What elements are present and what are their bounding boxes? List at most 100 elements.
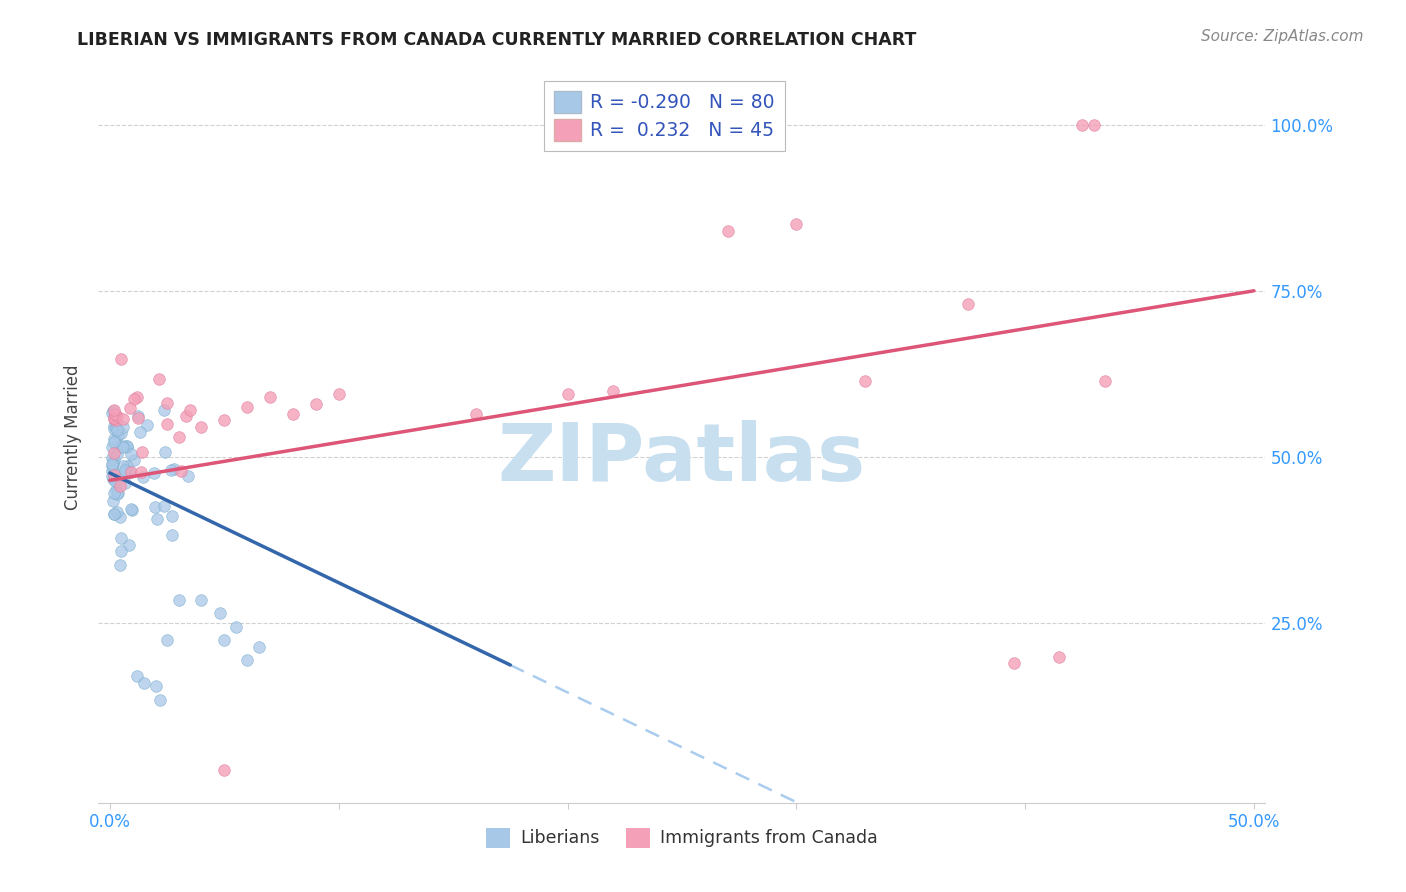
Point xyxy=(156,632,179,647)
Point xyxy=(131,470,153,484)
Point xyxy=(101,464,124,478)
Point xyxy=(104,413,127,427)
Point xyxy=(111,439,134,453)
Point xyxy=(112,440,135,454)
Point xyxy=(160,463,183,477)
Point xyxy=(105,423,128,437)
Point xyxy=(115,439,138,453)
Point xyxy=(101,469,124,483)
Point xyxy=(156,396,179,410)
Point xyxy=(103,468,125,483)
Point xyxy=(118,465,141,479)
Point xyxy=(127,669,149,683)
Point xyxy=(167,593,190,607)
Point xyxy=(115,439,138,453)
Point xyxy=(785,217,807,231)
Point xyxy=(103,419,125,434)
Point xyxy=(103,432,125,446)
Point xyxy=(115,464,138,478)
Point xyxy=(259,390,281,404)
Legend: Liberians, Immigrants from Canada: Liberians, Immigrants from Canada xyxy=(477,819,887,856)
Point xyxy=(127,411,149,425)
Point xyxy=(105,421,128,435)
Point xyxy=(129,466,152,480)
Point xyxy=(121,503,143,517)
Y-axis label: Currently Married: Currently Married xyxy=(63,364,82,510)
Point xyxy=(107,485,129,500)
Point xyxy=(101,456,124,470)
Point xyxy=(107,428,129,442)
Point xyxy=(101,451,124,466)
Point xyxy=(105,483,128,497)
Point xyxy=(101,472,124,486)
Point xyxy=(190,420,212,434)
Point xyxy=(120,465,142,479)
Point xyxy=(112,459,135,474)
Point xyxy=(112,411,135,425)
Point xyxy=(104,408,127,422)
Point xyxy=(214,763,236,777)
Point xyxy=(1083,118,1105,132)
Point xyxy=(103,485,125,500)
Point xyxy=(167,430,190,444)
Point xyxy=(208,607,231,621)
Point xyxy=(1094,374,1116,388)
Point xyxy=(177,469,200,483)
Point xyxy=(956,297,979,311)
Point xyxy=(122,453,145,467)
Point xyxy=(236,653,259,667)
Point xyxy=(120,502,142,516)
Point xyxy=(103,508,125,522)
Point xyxy=(163,461,186,475)
Point xyxy=(127,409,149,424)
Point xyxy=(103,508,125,522)
Point xyxy=(602,384,624,398)
Point xyxy=(103,404,125,418)
Point xyxy=(101,457,124,471)
Point xyxy=(110,351,132,366)
Point xyxy=(170,464,193,478)
Point xyxy=(174,409,197,424)
Text: Source: ZipAtlas.com: Source: ZipAtlas.com xyxy=(1201,29,1364,44)
Point xyxy=(103,422,125,436)
Point xyxy=(103,446,125,460)
Point xyxy=(110,440,132,454)
Point xyxy=(179,403,201,417)
Point xyxy=(103,434,125,449)
Point xyxy=(110,509,132,524)
Point xyxy=(247,640,270,654)
Point xyxy=(105,505,128,519)
Point xyxy=(124,392,146,406)
Point xyxy=(110,531,132,545)
Point xyxy=(101,458,124,473)
Point xyxy=(1002,656,1025,670)
Point xyxy=(1071,118,1094,132)
Point xyxy=(328,387,350,401)
Point xyxy=(153,499,176,513)
Point xyxy=(103,411,125,425)
Point xyxy=(156,417,179,431)
Point xyxy=(149,692,172,706)
Point xyxy=(153,403,176,417)
Point xyxy=(190,593,212,607)
Text: LIBERIAN VS IMMIGRANTS FROM CANADA CURRENTLY MARRIED CORRELATION CHART: LIBERIAN VS IMMIGRANTS FROM CANADA CURRE… xyxy=(77,31,917,49)
Point xyxy=(145,680,167,694)
Point xyxy=(127,390,149,404)
Point xyxy=(143,500,166,514)
Point xyxy=(145,511,167,525)
Point xyxy=(112,466,135,480)
Point xyxy=(110,544,132,558)
Point xyxy=(148,372,170,386)
Point xyxy=(118,538,141,552)
Point xyxy=(104,474,127,488)
Point xyxy=(112,420,135,434)
Point xyxy=(135,418,157,433)
Point xyxy=(214,632,236,647)
Point xyxy=(115,458,138,473)
Point xyxy=(103,452,125,467)
Point xyxy=(225,619,247,633)
Point xyxy=(105,447,128,461)
Point xyxy=(134,676,156,690)
Point xyxy=(120,447,142,461)
Point xyxy=(101,440,124,454)
